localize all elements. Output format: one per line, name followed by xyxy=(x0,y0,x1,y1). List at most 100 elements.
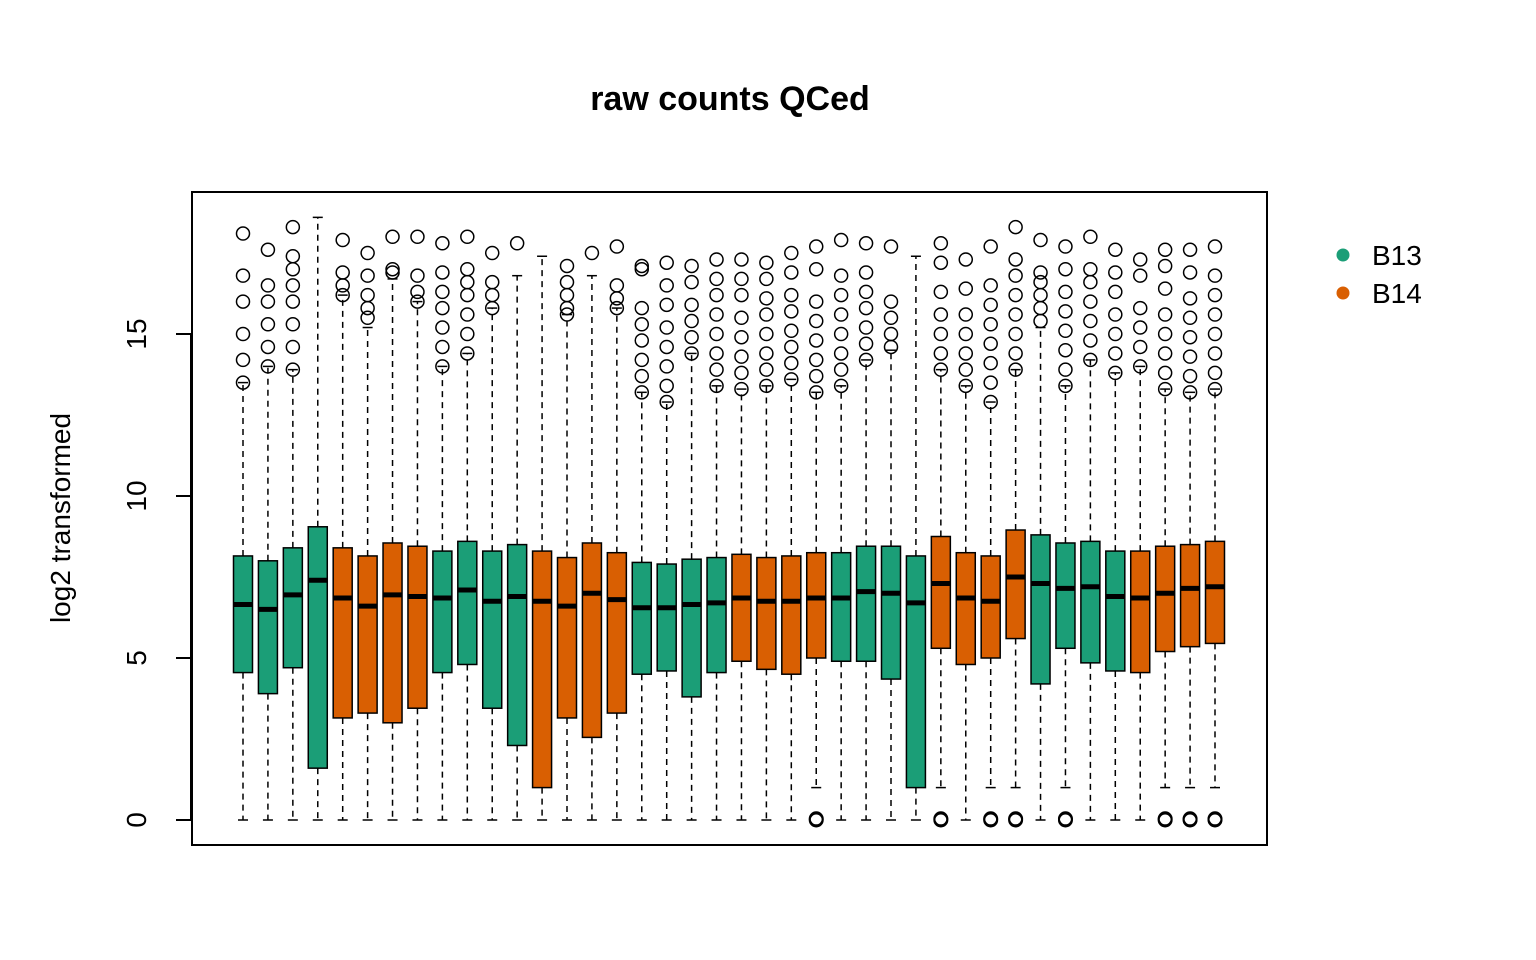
outlier-point xyxy=(385,229,400,245)
outlier-point xyxy=(609,300,625,316)
outlier-point xyxy=(784,323,799,339)
box-iqr xyxy=(930,535,952,650)
outlier-point xyxy=(460,261,475,277)
chart-title: raw counts QCed xyxy=(590,80,870,118)
outlier-point xyxy=(833,326,849,342)
outlier-point xyxy=(609,239,625,254)
outlier-point xyxy=(634,317,650,332)
outlier-point xyxy=(734,252,749,267)
outlier-point xyxy=(808,294,824,309)
outlier-point xyxy=(709,378,724,394)
outlier-point xyxy=(1207,326,1223,342)
outlier-point xyxy=(335,278,350,293)
outlier-point xyxy=(1008,362,1023,377)
outlier-point xyxy=(1083,313,1098,329)
outlier-point xyxy=(484,245,500,261)
outlier-point xyxy=(734,349,749,364)
outlier-point xyxy=(1008,287,1023,303)
outlier-point xyxy=(285,294,301,309)
outlier-point xyxy=(335,265,350,280)
box-28 xyxy=(905,255,927,821)
box-40 xyxy=(1204,239,1226,828)
outlier-point xyxy=(335,232,350,248)
box-iqr xyxy=(905,555,927,789)
box-iqr xyxy=(706,556,727,674)
outlier-point xyxy=(609,291,625,306)
outlier-point xyxy=(435,339,450,355)
box-4 xyxy=(307,216,329,821)
box-18 xyxy=(656,255,677,821)
box-10 xyxy=(457,229,478,821)
box-iqr xyxy=(731,553,752,662)
outlier-point xyxy=(410,284,425,300)
outlier-point xyxy=(933,307,949,322)
outlier-point xyxy=(435,284,450,300)
outlier-point xyxy=(1033,313,1048,329)
outlier-point xyxy=(235,375,251,390)
outlier-point xyxy=(684,258,699,274)
outlier-point xyxy=(360,287,375,303)
box-iqr xyxy=(232,555,254,674)
box-iqr xyxy=(955,551,977,666)
box-iqr xyxy=(1030,534,1051,685)
box-iqr xyxy=(1204,540,1226,645)
plot-area-frame xyxy=(191,191,1268,846)
outlier-point xyxy=(410,229,425,245)
outlier-point xyxy=(1058,239,1073,254)
outlier-point xyxy=(833,362,849,377)
outlier-point xyxy=(260,242,276,258)
outlier-point xyxy=(734,271,749,287)
box-17 xyxy=(631,258,653,821)
outlier-point xyxy=(883,310,899,326)
outlier-point xyxy=(784,304,799,319)
outlier-point xyxy=(759,378,774,394)
box-iqr xyxy=(631,561,653,675)
box-14 xyxy=(556,258,578,821)
box-27 xyxy=(880,239,902,821)
outlier-point xyxy=(1157,281,1173,296)
box-20 xyxy=(706,252,727,821)
outlier-point xyxy=(883,239,899,254)
box-iqr xyxy=(506,543,528,747)
box-1 xyxy=(232,226,254,821)
outlier-point xyxy=(684,346,699,361)
legend-marker-b13 xyxy=(1336,248,1350,262)
box-iqr xyxy=(805,551,827,659)
box-iqr xyxy=(756,556,777,671)
outlier-point xyxy=(983,394,998,410)
outlier-point xyxy=(933,362,949,377)
box-8 xyxy=(407,229,428,821)
box-5 xyxy=(332,232,353,821)
outlier-point xyxy=(933,236,949,251)
outlier-point xyxy=(360,268,375,283)
outlier-point xyxy=(784,355,799,371)
box-13 xyxy=(531,255,553,821)
box-32 xyxy=(1005,219,1026,828)
legend-label-b13: B13 xyxy=(1372,240,1422,271)
outlier-point xyxy=(883,326,899,342)
outlier-point xyxy=(1182,329,1198,345)
outlier-point xyxy=(659,339,674,355)
outlier-point xyxy=(1182,310,1198,326)
outlier-point xyxy=(235,294,251,309)
outlier-point xyxy=(734,310,749,326)
outlier-point xyxy=(260,317,276,332)
outlier-point xyxy=(1207,346,1223,361)
legend-label-b14: B14 xyxy=(1372,278,1422,309)
outlier-point xyxy=(983,375,998,390)
outlier-point xyxy=(1083,229,1098,245)
outlier-point xyxy=(260,278,276,293)
box-33 xyxy=(1030,232,1051,821)
outlier-point xyxy=(858,265,874,280)
outlier-point xyxy=(435,265,450,280)
outlier-point xyxy=(1157,326,1173,342)
outlier-point xyxy=(659,359,674,374)
box-iqr xyxy=(1055,542,1076,650)
outlier-point xyxy=(983,811,999,827)
outlier-point xyxy=(1132,320,1148,335)
outlier-point xyxy=(1157,365,1173,381)
outlier-point xyxy=(833,378,849,394)
outlier-point xyxy=(1058,342,1073,358)
outlier-point xyxy=(435,300,450,316)
